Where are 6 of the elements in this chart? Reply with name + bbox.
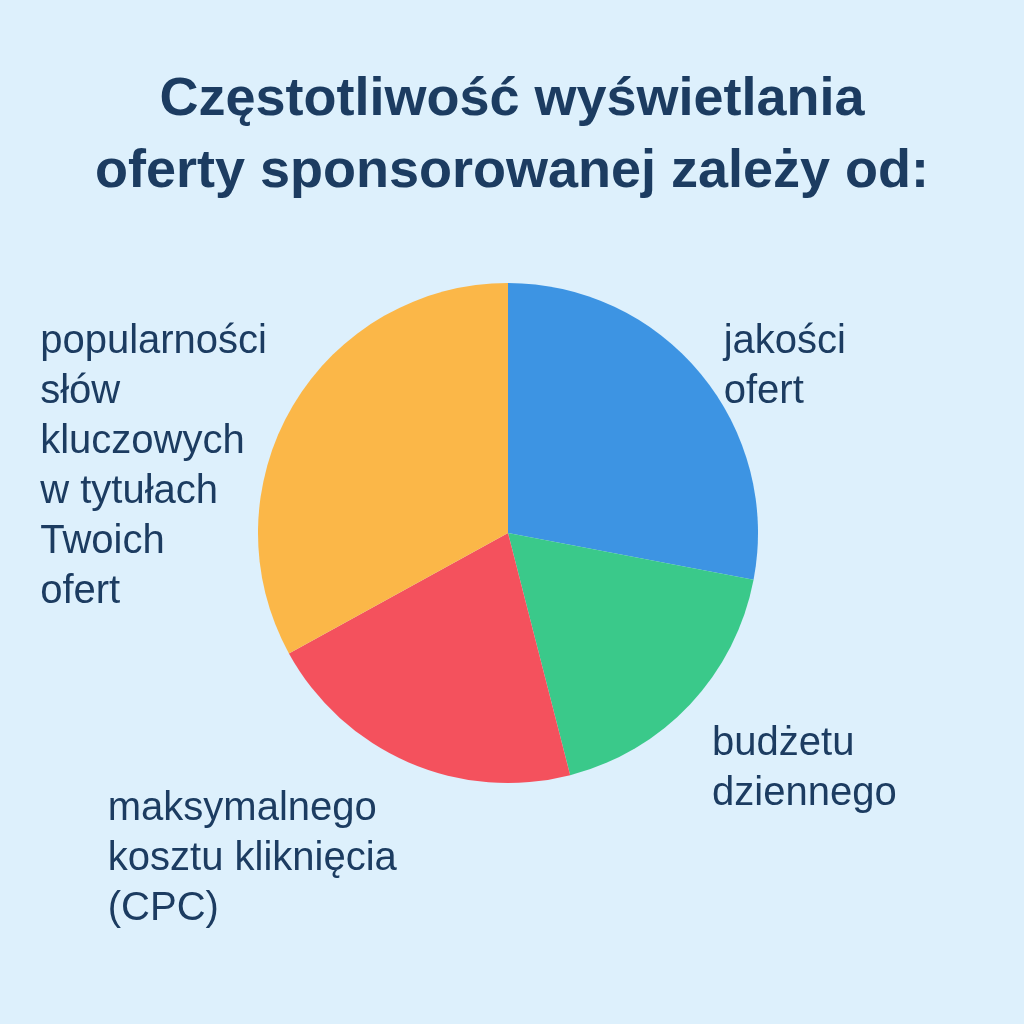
slice-label: budżetu dziennego [712,718,897,813]
chart-title: Częstotliwość wyświetlania oferty sponsorowanej zależy od: [94,66,930,198]
pie-slice [288,533,571,783]
slice-label: jakości ofert [722,317,847,411]
slice-label: maksymalnego kosztu kliknięcia (CPC) [107,783,398,928]
slice-label: popularności słów kluczowych w tytułach Twoich ofert [39,317,267,611]
